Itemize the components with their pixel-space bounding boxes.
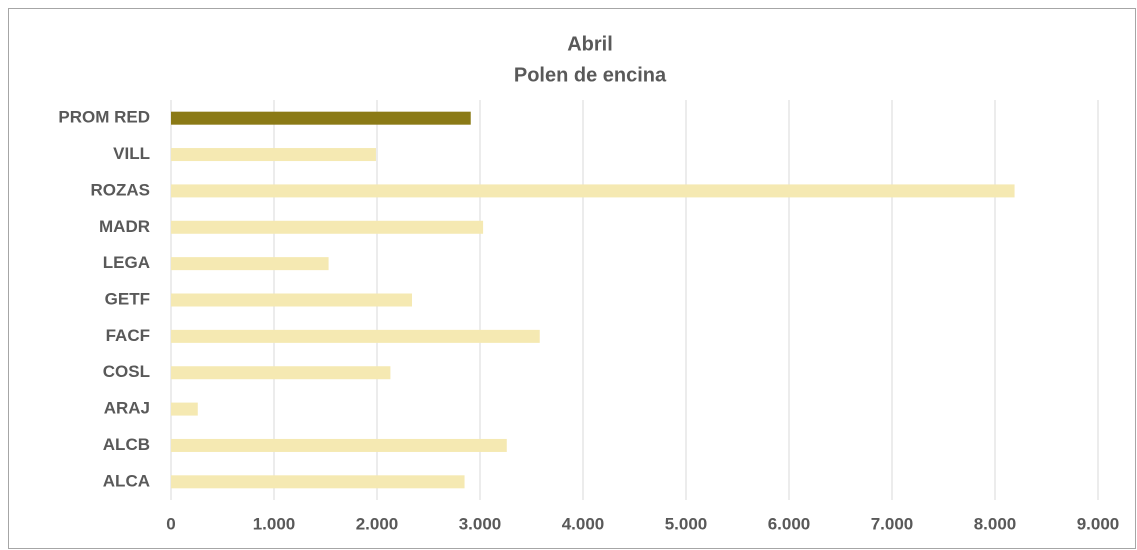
x-tick-label: 7.000 xyxy=(871,514,914,533)
bar xyxy=(171,438,507,452)
y-tick-label: ALCB xyxy=(103,435,150,454)
bar xyxy=(171,220,484,234)
y-tick-label: MADR xyxy=(99,217,150,236)
x-tick-label: 1.000 xyxy=(253,514,296,533)
y-tick-label: FACF xyxy=(106,326,150,345)
y-tick-label: GETF xyxy=(105,289,150,308)
bar xyxy=(171,366,391,380)
chart-subtitle: Polen de encina xyxy=(514,64,667,86)
x-tick-label: 2.000 xyxy=(356,514,399,533)
bar xyxy=(171,257,329,271)
y-tick-label: LEGA xyxy=(103,253,150,272)
bar xyxy=(171,184,1015,198)
bar xyxy=(171,293,413,307)
y-tick-label: ALCA xyxy=(103,471,150,490)
bar xyxy=(171,475,465,489)
bar xyxy=(171,329,540,343)
bar xyxy=(171,111,471,125)
y-tick-label: ROZAS xyxy=(91,180,151,199)
x-tick-label: 4.000 xyxy=(562,514,605,533)
x-tick-label: 5.000 xyxy=(665,514,708,533)
y-tick-label: VILL xyxy=(113,144,150,163)
x-tick-label: 3.000 xyxy=(459,514,502,533)
y-tick-label: COSL xyxy=(103,362,150,381)
y-tick-label: ARAJ xyxy=(104,399,150,418)
bar xyxy=(171,402,198,416)
x-tick-label: 8.000 xyxy=(974,514,1017,533)
y-tick-label: PROM RED xyxy=(58,108,150,127)
chart-title: Abril xyxy=(567,33,613,55)
chart-frame xyxy=(8,8,1136,549)
bar xyxy=(171,148,376,162)
x-tick-label: 6.000 xyxy=(768,514,811,533)
x-tick-label: 0 xyxy=(166,514,175,533)
x-tick-label: 9.000 xyxy=(1077,514,1120,533)
